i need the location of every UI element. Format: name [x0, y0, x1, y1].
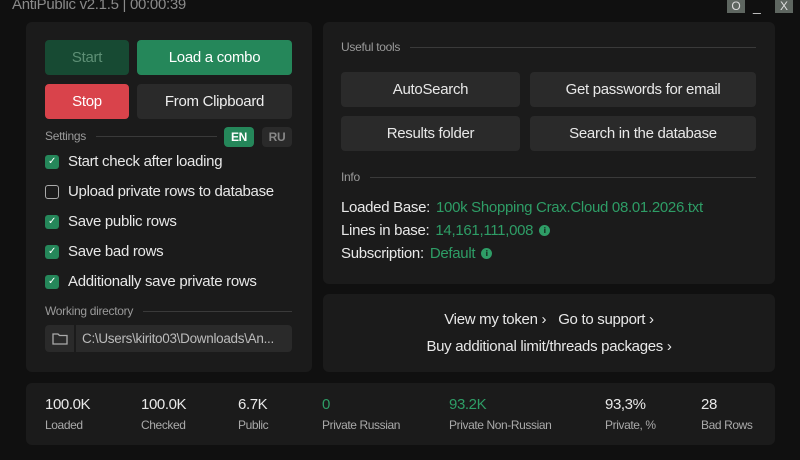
checkbox-icon[interactable]: ✓: [45, 244, 59, 259]
setting-checkbox[interactable]: ✓ Save bad rows: [45, 243, 164, 260]
setting-label: Save public rows: [68, 213, 177, 230]
tools-panel: [323, 22, 775, 284]
stop-button[interactable]: Stop: [45, 84, 129, 119]
stat-item: 100.0K Checked: [141, 396, 187, 432]
support-link[interactable]: Go to support ›: [558, 311, 654, 328]
info-icon[interactable]: i: [539, 225, 551, 236]
buy-packages-link[interactable]: Buy additional limit/threads packages ›: [426, 338, 672, 355]
links-row: View my token › Go to support ›: [323, 311, 775, 328]
info-section: Info: [341, 170, 756, 184]
stat-value: 100.0K: [45, 396, 91, 413]
lines-value: 14,161,111,008: [435, 222, 534, 239]
window-title: AntiPublic v2.1.5 | 00:00:39: [12, 0, 186, 13]
minimize-button[interactable]: _: [753, 0, 761, 14]
loaded-base-row: Loaded Base: 100k Shopping Crax.Cloud 08.…: [341, 199, 703, 216]
setting-label: Save bad rows: [68, 243, 164, 260]
close-button[interactable]: X: [775, 0, 793, 13]
info-icon[interactable]: i: [481, 248, 493, 259]
get-passwords-button[interactable]: Get passwords for email: [530, 72, 756, 107]
tools-section: Useful tools: [341, 40, 756, 54]
setting-checkbox[interactable]: ✓ Start check after loading: [45, 153, 223, 170]
stat-value: 100.0K: [141, 396, 187, 413]
links-panel: [323, 294, 775, 372]
from-clipboard-button[interactable]: From Clipboard: [137, 84, 292, 119]
stat-label: Checked: [141, 418, 186, 432]
subscription-label: Subscription:: [341, 245, 424, 262]
stat-value: 93.2K: [449, 396, 487, 413]
stat-label: Private, %: [605, 418, 656, 432]
setting-label: Upload private rows to database: [68, 183, 274, 200]
lang-en-button[interactable]: EN: [224, 127, 254, 147]
stat-item: 100.0K Loaded: [45, 396, 91, 432]
stat-label: Private Russian: [322, 418, 401, 432]
stat-item: 6.7K Public: [238, 396, 269, 432]
left-panel: [26, 22, 312, 372]
loaded-base-value: 100k Shopping Crax.Cloud 08.01.2026.txt: [435, 199, 703, 216]
camera-icon[interactable]: O: [727, 0, 745, 13]
working-directory-section: Working directory: [45, 304, 292, 318]
stat-item: 93,3% Private, %: [605, 396, 656, 432]
stat-label: Public: [238, 418, 269, 432]
working-directory-label: Working directory: [45, 304, 134, 318]
setting-checkbox[interactable]: ✓ Additionally save private rows: [45, 273, 257, 290]
stat-value: 0: [322, 396, 330, 413]
stat-label: Loaded: [45, 418, 83, 432]
setting-label: Start check after loading: [68, 153, 223, 170]
stat-value: 6.7K: [238, 396, 268, 413]
setting-checkbox[interactable]: ✓ Save public rows: [45, 213, 177, 230]
stat-value: 93,3%: [605, 396, 646, 413]
stat-value: 28: [701, 396, 717, 413]
folder-icon: [51, 333, 68, 345]
lines-label: Lines in base:: [341, 222, 430, 239]
working-directory-input[interactable]: C:\Users\kirito03\Downloads\An...: [76, 325, 292, 352]
stat-label: Private Non-Russian: [449, 418, 552, 432]
stat-item: 0 Private Russian: [322, 396, 400, 432]
buy-row: Buy additional limit/threads packages ›: [323, 338, 775, 356]
start-button[interactable]: Start: [45, 40, 129, 75]
checkbox-icon[interactable]: [45, 184, 59, 199]
subscription-row: Subscription: Default i: [341, 245, 493, 262]
subscription-value: Default: [429, 245, 476, 262]
view-token-link[interactable]: View my token ›: [444, 311, 547, 328]
autosearch-button[interactable]: AutoSearch: [341, 72, 520, 107]
tools-label: Useful tools: [341, 40, 401, 54]
info-label: Info: [341, 170, 360, 184]
lines-row: Lines in base: 14,161,111,008 i: [341, 222, 551, 239]
setting-checkbox[interactable]: Upload private rows to database: [45, 183, 274, 200]
stat-item: 28 Bad Rows: [701, 396, 753, 432]
stat-item: 93.2K Private Non-Russian: [449, 396, 552, 432]
settings-label: Settings: [45, 129, 86, 143]
checkbox-icon[interactable]: ✓: [45, 274, 59, 289]
loaded-base-label: Loaded Base:: [341, 199, 430, 216]
load-combo-button[interactable]: Load a combo: [137, 40, 292, 75]
lang-ru-button[interactable]: RU: [262, 127, 292, 147]
results-folder-button[interactable]: Results folder: [341, 116, 520, 151]
search-database-button[interactable]: Search in the database: [530, 116, 756, 151]
checkbox-icon[interactable]: ✓: [45, 214, 59, 229]
stats-panel: [26, 383, 775, 445]
folder-button[interactable]: [45, 325, 74, 352]
checkbox-icon[interactable]: ✓: [45, 154, 59, 169]
stat-label: Bad Rows: [701, 418, 753, 432]
setting-label: Additionally save private rows: [68, 273, 257, 290]
settings-section: Settings: [45, 129, 217, 143]
